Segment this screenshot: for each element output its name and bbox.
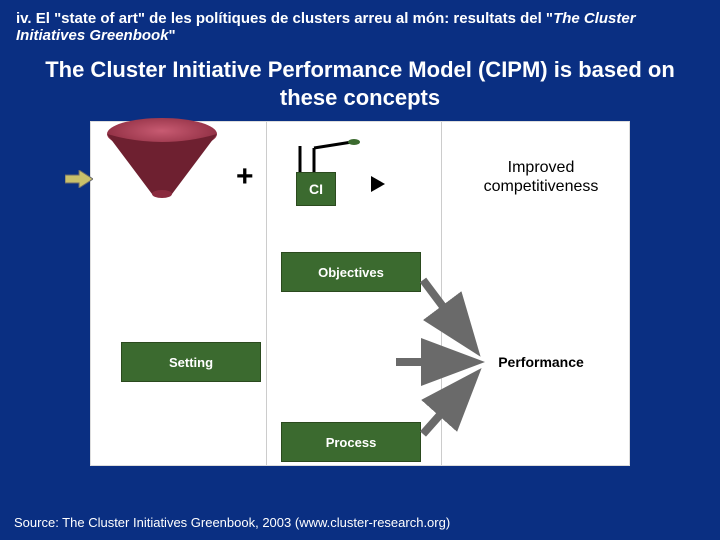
process-label: Process <box>326 435 377 450</box>
ci-label: CI <box>309 181 323 197</box>
setting-box: Setting <box>121 342 261 382</box>
source-citation: Source: The Cluster Initiatives Greenboo… <box>14 515 450 530</box>
header-text: iv. El "state of art" de les polítiques … <box>16 10 553 27</box>
diagram-panel: + CI Improved competitiveness Objectives <box>90 121 630 466</box>
divider-line <box>266 122 267 465</box>
slide: iv. El "state of art" de les polítiques … <box>0 0 720 540</box>
divider-line <box>441 122 442 465</box>
arrow-right-icon <box>371 176 385 192</box>
objectives-box: Objectives <box>281 252 421 292</box>
slide-title: The Cluster Initiative Performance Model… <box>0 48 720 121</box>
slide-header: iv. El "state of art" de les polítiques … <box>0 0 720 48</box>
improved-competitiveness-label: Improved competitiveness <box>461 158 621 196</box>
objectives-label: Objectives <box>318 265 384 280</box>
process-box: Process <box>281 422 421 462</box>
performance-label: Performance <box>471 354 611 370</box>
input-arrow-icon <box>65 170 93 188</box>
header-tail: " <box>169 27 176 44</box>
funnel-icon <box>97 116 227 216</box>
ci-box: CI <box>296 172 336 206</box>
setting-label: Setting <box>169 355 213 370</box>
plus-symbol: + <box>236 160 254 194</box>
diagram-container: + CI Improved competitiveness Objectives <box>0 121 720 466</box>
